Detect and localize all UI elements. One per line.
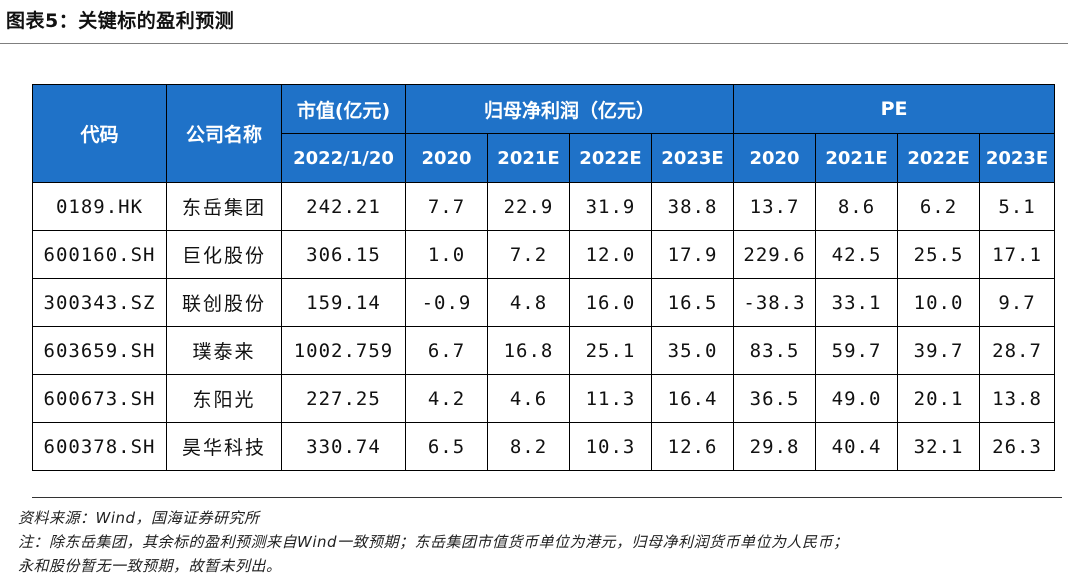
cell-net-profit: 1.0: [405, 230, 488, 279]
cell-net-profit: 35.0: [650, 326, 735, 375]
header-market-cap: 市值(亿元): [281, 84, 406, 134]
earnings-forecast-table: 代码 公司名称 市值(亿元) 归母净利润（亿元） PE 2022/1/20 20…: [32, 84, 1056, 471]
cell-company-name: 联创股份: [166, 278, 282, 327]
cell-net-profit: 16.8: [487, 326, 570, 375]
table-bottom-divider: [32, 497, 1062, 498]
cell-pe: 13.7: [733, 182, 817, 231]
cell-net-profit: 10.3: [569, 422, 652, 471]
header-market-cap-date: 2022/1/20: [281, 133, 406, 183]
cell-pe: 29.8: [733, 422, 817, 471]
cell-net-profit: 7.7: [405, 182, 488, 231]
header-pe-year: 2023E: [979, 133, 1056, 183]
cell-pe: 26.3: [979, 422, 1056, 471]
cell-code: 300343.SZ: [32, 278, 167, 327]
cell-pe: 39.7: [897, 326, 981, 375]
cell-pe: 25.5: [897, 230, 981, 279]
cell-pe: 17.1: [979, 230, 1056, 279]
cell-pe: 28.7: [979, 326, 1056, 375]
footnote-line-1: 注：除东岳集团，其余标的盈利预测来自Wind一致预期；东岳集团市值货币单位为港元…: [18, 533, 849, 551]
cell-net-profit: 7.2: [487, 230, 570, 279]
cell-net-profit: -0.9: [405, 278, 488, 327]
title-divider: [0, 43, 1068, 44]
table-row: 0189.HK 东岳集团 242.21 7.7 22.9 31.9 38.8 13.7 8.6 6…: [32, 182, 1056, 231]
cell-pe: 49.0: [815, 374, 899, 423]
cell-pe: -38.3: [733, 278, 817, 327]
cell-code: 600673.SH: [32, 374, 167, 423]
header-code: 代码: [32, 84, 167, 183]
table-row: 600378.SH 昊华科技 330.74 6.5 8.2 10.3 12.6 29.8 40.…: [32, 422, 1056, 471]
cell-code: 600378.SH: [32, 422, 167, 471]
cell-pe: 10.0: [897, 278, 981, 327]
table-row: 600673.SH 东阳光 227.25 4.2 4.6 11.3 16.4 36.5 49.0…: [32, 374, 1056, 423]
cell-net-profit: 8.2: [487, 422, 570, 471]
header-np-year: 2023E: [650, 133, 735, 183]
cell-net-profit: 4.8: [487, 278, 570, 327]
cell-code: 600160.SH: [32, 230, 167, 279]
cell-pe: 33.1: [815, 278, 899, 327]
footnote-line-2: 永和股份暂无一致预期，故暂未列出。: [18, 557, 282, 575]
cell-market-cap: 242.21: [281, 182, 406, 231]
cell-market-cap: 227.25: [281, 374, 406, 423]
cell-net-profit: 6.5: [405, 422, 488, 471]
cell-pe: 13.8: [979, 374, 1056, 423]
cell-pe: 32.1: [897, 422, 981, 471]
cell-pe: 229.6: [733, 230, 817, 279]
cell-market-cap: 330.74: [281, 422, 406, 471]
cell-code: 0189.HK: [32, 182, 167, 231]
cell-pe: 5.1: [979, 182, 1056, 231]
cell-company-name: 东阳光: [166, 374, 282, 423]
cell-net-profit: 17.9: [650, 230, 735, 279]
cell-net-profit: 25.1: [569, 326, 652, 375]
table-row: 600160.SH 巨化股份 306.15 1.0 7.2 12.0 17.9 229.6 42…: [32, 230, 1056, 279]
source-note: 资料来源：Wind，国海证券研究所: [18, 509, 260, 527]
cell-net-profit: 16.5: [650, 278, 735, 327]
cell-company-name: 巨化股份: [166, 230, 282, 279]
header-pe-year: 2021E: [815, 133, 899, 183]
cell-pe: 9.7: [979, 278, 1056, 327]
cell-market-cap: 1002.759: [281, 326, 406, 375]
cell-net-profit: 4.2: [405, 374, 488, 423]
header-np-year: 2021E: [487, 133, 570, 183]
cell-pe: 8.6: [815, 182, 899, 231]
cell-pe: 59.7: [815, 326, 899, 375]
cell-net-profit: 11.3: [569, 374, 652, 423]
cell-company-name: 璞泰来: [166, 326, 282, 375]
header-company: 公司名称: [166, 84, 282, 183]
header-np-year: 2020: [405, 133, 488, 183]
cell-net-profit: 16.0: [569, 278, 652, 327]
cell-company-name: 昊华科技: [166, 422, 282, 471]
header-pe-year: 2020: [733, 133, 817, 183]
cell-net-profit: 16.4: [650, 374, 735, 423]
header-pe-year: 2022E: [897, 133, 981, 183]
cell-net-profit: 31.9: [569, 182, 652, 231]
table-row: 603659.SH 璞泰来 1002.759 6.7 16.8 25.1 35.0 83.5 5…: [32, 326, 1056, 375]
page-title: 图表5：关键标的盈利预测: [6, 10, 235, 32]
cell-company-name: 东岳集团: [166, 182, 282, 231]
cell-pe: 6.2: [897, 182, 981, 231]
cell-code: 603659.SH: [32, 326, 167, 375]
cell-market-cap: 159.14: [281, 278, 406, 327]
cell-pe: 42.5: [815, 230, 899, 279]
table-row: 300343.SZ 联创股份 159.14 -0.9 4.8 16.0 16.5 -38.3 3…: [32, 278, 1056, 327]
header-np-year: 2022E: [569, 133, 652, 183]
cell-pe: 83.5: [733, 326, 817, 375]
cell-net-profit: 12.0: [569, 230, 652, 279]
cell-net-profit: 22.9: [487, 182, 570, 231]
cell-net-profit: 12.6: [650, 422, 735, 471]
cell-net-profit: 6.7: [405, 326, 488, 375]
cell-market-cap: 306.15: [281, 230, 406, 279]
cell-pe: 40.4: [815, 422, 899, 471]
cell-net-profit: 38.8: [650, 182, 735, 231]
header-pe: PE: [733, 84, 1056, 134]
header-net-profit: 归母净利润（亿元）: [404, 84, 735, 134]
cell-pe: 20.1: [897, 374, 981, 423]
cell-net-profit: 4.6: [487, 374, 570, 423]
cell-pe: 36.5: [733, 374, 817, 423]
